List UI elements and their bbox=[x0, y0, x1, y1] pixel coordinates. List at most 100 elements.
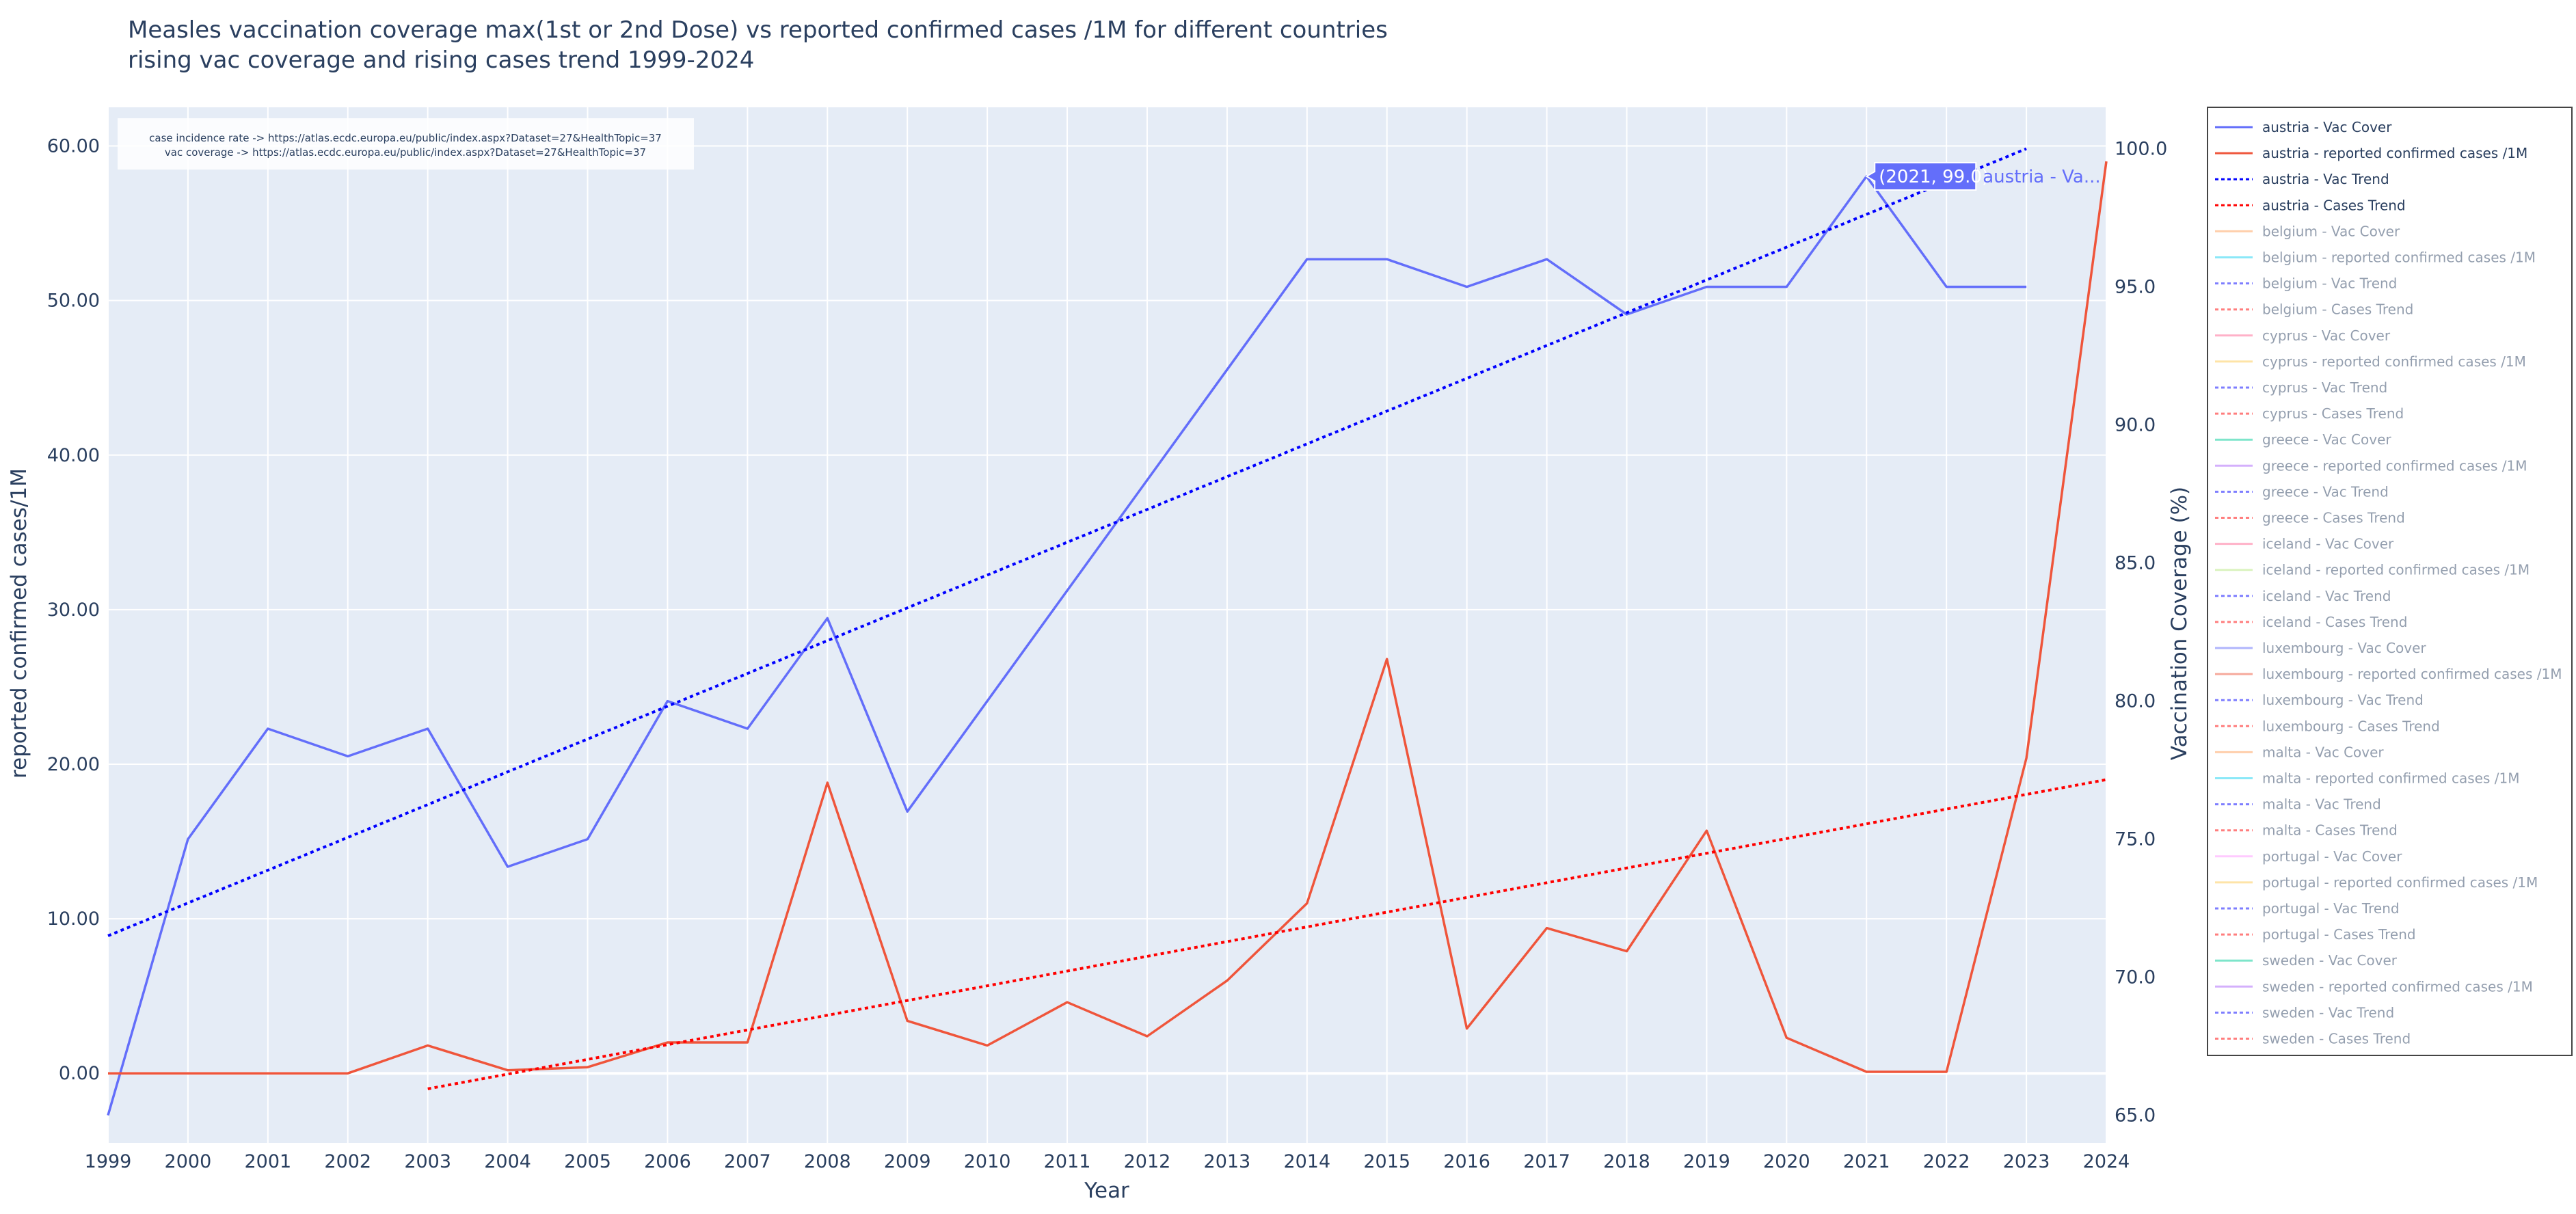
ticks: 1999 2000 2001 2002 2003 2004 2005 2006 2007 2008… bbox=[47, 136, 2168, 1172]
legend-item[interactable]: cyprus - reported confirmed cases /1M bbox=[2215, 353, 2526, 370]
y-right-tick-label: 70.0 bbox=[2115, 967, 2156, 988]
legend-item[interactable]: portugal - Cases Trend bbox=[2215, 926, 2416, 943]
legend-item[interactable]: iceland - reported confirmed cases /1M bbox=[2215, 562, 2530, 578]
legend-item[interactable]: belgium - Cases Trend bbox=[2215, 301, 2413, 318]
legend-item[interactable]: malta - Vac Cover bbox=[2215, 744, 2384, 760]
legend-label: sweden - Cases Trend bbox=[2262, 1031, 2411, 1047]
legend-label: greece - Vac Trend bbox=[2262, 483, 2389, 500]
legend-box bbox=[2207, 107, 2573, 1056]
legend-item[interactable]: belgium - reported confirmed cases /1M bbox=[2215, 249, 2536, 266]
legend-label: luxembourg - Vac Cover bbox=[2262, 640, 2426, 656]
series-line-0[interactable] bbox=[107, 175, 2027, 1116]
x-tick-label: 2000 bbox=[165, 1151, 212, 1172]
legend-item[interactable]: austria - Vac Cover bbox=[2215, 119, 2392, 135]
legend-item[interactable]: sweden - reported confirmed cases /1M bbox=[2215, 978, 2533, 995]
y-left-tick-label: 40.00 bbox=[47, 445, 100, 466]
legend-items: austria - Vac Cover austria - reported co… bbox=[2215, 119, 2562, 1047]
legend-item[interactable]: austria - Vac Trend bbox=[2215, 171, 2389, 187]
legend-item[interactable]: luxembourg - reported confirmed cases /1… bbox=[2215, 666, 2562, 682]
x-tick-label: 2013 bbox=[1204, 1151, 1251, 1172]
legend-item[interactable]: luxembourg - Cases Trend bbox=[2215, 718, 2440, 734]
legend-label: malta - Cases Trend bbox=[2262, 822, 2398, 839]
legend-item[interactable]: portugal - reported confirmed cases /1M bbox=[2215, 874, 2538, 891]
legend-label: austria - Cases Trend bbox=[2262, 197, 2406, 213]
y-right-tick-label: 75.0 bbox=[2115, 829, 2156, 850]
hover-tooltip: (2021, 99.0) austria - Va... bbox=[1865, 162, 2101, 191]
legend-item[interactable]: belgium - Vac Trend bbox=[2215, 275, 2397, 292]
x-tick-label: 2015 bbox=[1363, 1151, 1410, 1172]
legend-label: belgium - reported confirmed cases /1M bbox=[2262, 249, 2536, 266]
y-right-tick-label: 95.0 bbox=[2115, 277, 2156, 298]
x-tick-label: 2021 bbox=[1843, 1151, 1890, 1172]
hover-tooltip-series: austria - Va... bbox=[1983, 167, 2100, 187]
y-left-tick-label: 0.00 bbox=[59, 1063, 100, 1084]
legend-item[interactable]: greece - Vac Trend bbox=[2215, 483, 2389, 500]
y-left-axis-title: reported confirmed cases/1M bbox=[7, 468, 31, 779]
series-line-1[interactable] bbox=[108, 161, 2108, 1075]
legend-item[interactable]: cyprus - Vac Trend bbox=[2215, 379, 2387, 396]
source-annotation-box bbox=[118, 118, 694, 170]
legend-item[interactable]: sweden - Vac Cover bbox=[2215, 952, 2398, 969]
legend-item[interactable]: malta - Cases Trend bbox=[2215, 822, 2398, 839]
legend-item[interactable]: cyprus - Vac Cover bbox=[2215, 327, 2391, 344]
x-tick-label: 2022 bbox=[1923, 1151, 1970, 1172]
legend-item[interactable]: greece - Cases Trend bbox=[2215, 510, 2405, 526]
legend-label: belgium - Cases Trend bbox=[2262, 301, 2413, 318]
chart-subtitle: rising vac coverage and rising cases tre… bbox=[128, 46, 754, 74]
x-tick-label: 2002 bbox=[324, 1151, 371, 1172]
legend-item[interactable]: malta - reported confirmed cases /1M bbox=[2215, 770, 2519, 787]
legend-item[interactable]: iceland - Vac Trend bbox=[2215, 588, 2391, 604]
legend-label: portugal - reported confirmed cases /1M bbox=[2262, 874, 2538, 891]
legend-label: belgium - Vac Cover bbox=[2262, 223, 2400, 239]
x-tick-label: 2020 bbox=[1763, 1151, 1810, 1172]
y-right-tick-label: 90.0 bbox=[2115, 415, 2156, 436]
legend-item[interactable]: iceland - Vac Cover bbox=[2215, 536, 2394, 552]
legend-label: portugal - Cases Trend bbox=[2262, 926, 2416, 943]
legend-item[interactable]: greece - reported confirmed cases /1M bbox=[2215, 457, 2527, 474]
x-tick-label: 2005 bbox=[564, 1151, 611, 1172]
x-tick-label: 2006 bbox=[644, 1151, 691, 1172]
legend-item[interactable]: sweden - Vac Trend bbox=[2215, 1004, 2394, 1021]
legend-item[interactable]: cyprus - Cases Trend bbox=[2215, 405, 2404, 422]
y-right-tick-label: 80.0 bbox=[2115, 691, 2156, 712]
series-line-3[interactable] bbox=[427, 778, 2107, 1090]
chart-title: Measles vaccination coverage max(1st or … bbox=[128, 16, 1388, 44]
plot-area[interactable] bbox=[108, 107, 2106, 1143]
x-tick-label: 2016 bbox=[1443, 1151, 1490, 1172]
hover-tooltip-value: (2021, 99.0) bbox=[1879, 167, 1989, 187]
x-tick-label: 2014 bbox=[1283, 1151, 1330, 1172]
x-tick-label: 2011 bbox=[1044, 1151, 1091, 1172]
legend-label: cyprus - Vac Trend bbox=[2262, 379, 2387, 396]
x-tick-label: 2007 bbox=[724, 1151, 771, 1172]
legend-item[interactable]: portugal - Vac Cover bbox=[2215, 848, 2402, 865]
legend-label: belgium - Vac Trend bbox=[2262, 275, 2397, 292]
legend-item[interactable]: austria - reported confirmed cases /1M bbox=[2215, 145, 2527, 161]
legend-label: cyprus - Cases Trend bbox=[2262, 405, 2404, 422]
legend-item[interactable]: iceland - Cases Trend bbox=[2215, 614, 2407, 630]
legend-item[interactable]: sweden - Cases Trend bbox=[2215, 1031, 2411, 1047]
y-left-tick-label: 30.00 bbox=[47, 599, 100, 621]
source-annotation: case incidence rate -> https://atlas.ecd… bbox=[118, 118, 694, 170]
x-tick-label: 2018 bbox=[1603, 1151, 1650, 1172]
legend-label: greece - Cases Trend bbox=[2262, 510, 2405, 526]
legend-label: portugal - Vac Trend bbox=[2262, 900, 2400, 917]
legend-item[interactable]: luxembourg - Vac Trend bbox=[2215, 692, 2424, 708]
legend-label: sweden - Vac Trend bbox=[2262, 1004, 2394, 1021]
legend-item[interactable]: malta - Vac Trend bbox=[2215, 796, 2381, 813]
legend-item[interactable]: greece - Vac Cover bbox=[2215, 431, 2391, 448]
legend-item[interactable]: belgium - Vac Cover bbox=[2215, 223, 2400, 239]
grid bbox=[107, 107, 2107, 1143]
legend-item[interactable]: luxembourg - Vac Cover bbox=[2215, 640, 2426, 656]
legend-item[interactable]: austria - Cases Trend bbox=[2215, 197, 2406, 213]
legend-item[interactable]: portugal - Vac Trend bbox=[2215, 900, 2400, 917]
series-layer bbox=[107, 147, 2108, 1116]
legend-label: austria - Vac Trend bbox=[2262, 171, 2389, 187]
legend-label: malta - reported confirmed cases /1M bbox=[2262, 770, 2519, 787]
x-tick-label: 2010 bbox=[964, 1151, 1011, 1172]
y-left-tick-label: 20.00 bbox=[47, 754, 100, 775]
y-right-tick-label: 85.0 bbox=[2115, 553, 2156, 574]
x-tick-label: 2001 bbox=[244, 1151, 291, 1172]
x-tick-label: 2023 bbox=[2003, 1151, 2050, 1172]
x-tick-label: 2017 bbox=[1523, 1151, 1570, 1172]
